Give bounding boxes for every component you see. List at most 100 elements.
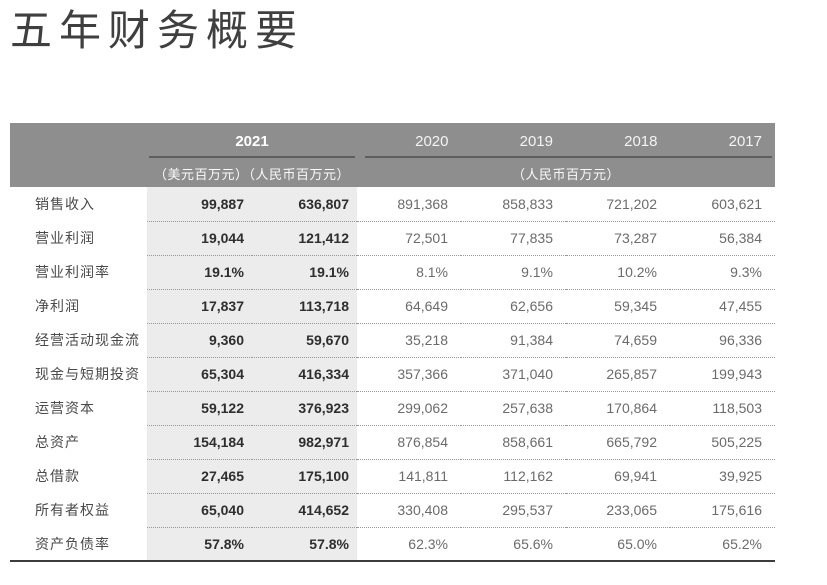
cell-2019: 91,384 xyxy=(461,323,566,358)
table-row: 经营活动现金流 9,360 59,670 35,218 91,384 74,65… xyxy=(10,323,775,358)
row-label: 总资产 xyxy=(35,434,80,450)
cell-2019: 62,656 xyxy=(461,289,566,324)
cell-2018: 73,287 xyxy=(566,221,670,256)
row-label: 营业利润 xyxy=(35,230,95,246)
header-underline-prior-years xyxy=(365,156,772,158)
financial-summary-table: 2021 （美元百万元）（人民币百万元） 2020 2019 2018 2017… xyxy=(10,123,775,562)
row-label: 净利润 xyxy=(35,298,80,314)
row-label: 销售收入 xyxy=(35,196,95,212)
cell-2021-usd: 154,184 xyxy=(147,425,252,460)
table-row: 总借款 27,465 175,100 141,811 112,162 69,94… xyxy=(10,459,775,494)
column-header-2019: 2019 xyxy=(519,132,553,150)
cell-2021-usd: 99,887 xyxy=(147,187,252,222)
cell-2018: 69,941 xyxy=(566,459,670,494)
cell-2019: 77,835 xyxy=(461,221,566,256)
cell-2019: 858,833 xyxy=(461,187,566,222)
cell-2021-rmb: 19.1% xyxy=(252,255,357,290)
column-header-2020: 2020 xyxy=(415,132,449,150)
table-row: 营业利润率 19.1% 19.1% 8.1% 9.1% 10.2% 9.3% xyxy=(10,255,775,290)
cell-2020: 299,062 xyxy=(357,391,461,426)
cell-2021-rmb: 376,923 xyxy=(252,391,357,426)
cell-2020: 357,366 xyxy=(357,357,461,392)
cell-2017: 505,225 xyxy=(670,425,775,460)
table-row: 所有者权益 65,040 414,652 330,408 295,537 233… xyxy=(10,493,775,528)
cell-2018: 10.2% xyxy=(566,255,670,290)
cell-2021-rmb: 636,807 xyxy=(252,187,357,222)
table-row: 总资产 154,184 982,971 876,854 858,661 665,… xyxy=(10,425,775,460)
column-header-2017: 2017 xyxy=(728,132,762,150)
cell-2020: 35,218 xyxy=(357,323,461,358)
table-body: 销售收入 99,887 636,807 891,368 858,833 721,… xyxy=(10,187,775,562)
units-label-2021: （美元百万元）（人民币百万元） xyxy=(153,167,350,182)
cell-2021-usd: 19,044 xyxy=(147,221,252,256)
header-underline-2021 xyxy=(149,156,355,158)
cell-2018: 665,792 xyxy=(566,425,670,460)
cell-2021-rmb: 414,652 xyxy=(252,493,357,528)
cell-2021-usd: 19.1% xyxy=(147,255,252,290)
cell-2021-usd: 17,837 xyxy=(147,289,252,324)
cell-2017: 9.3% xyxy=(670,255,775,290)
header-group-2021: 2021 （美元百万元）（人民币百万元） xyxy=(147,123,357,187)
cell-2020: 64,649 xyxy=(357,289,461,324)
cell-2017: 175,616 xyxy=(670,493,775,528)
cell-2017: 47,455 xyxy=(670,289,775,324)
cell-2020: 72,501 xyxy=(357,221,461,256)
cell-2020: 876,854 xyxy=(357,425,461,460)
table-row: 资产负债率 57.8% 57.8% 62.3% 65.6% 65.0% 65.2… xyxy=(10,527,775,561)
table-row: 现金与短期投资 65,304 416,334 357,366 371,040 2… xyxy=(10,357,775,392)
cell-2018: 721,202 xyxy=(566,187,670,222)
row-label: 经营活动现金流 xyxy=(35,332,140,348)
cell-2021-usd: 9,360 xyxy=(147,323,252,358)
cell-2021-rmb: 416,334 xyxy=(252,357,357,392)
cell-2021-rmb: 121,412 xyxy=(252,221,357,256)
cell-2021-usd: 65,040 xyxy=(147,493,252,528)
cell-2021-usd: 65,304 xyxy=(147,357,252,392)
table-row: 净利润 17,837 113,718 64,649 62,656 59,345 … xyxy=(10,289,775,324)
cell-2021-rmb: 57.8% xyxy=(252,527,357,561)
row-label: 所有者权益 xyxy=(35,502,110,518)
cell-2019: 371,040 xyxy=(461,357,566,392)
cell-2018: 170,864 xyxy=(566,391,670,426)
column-header-2018: 2018 xyxy=(624,132,658,150)
cell-2020: 62.3% xyxy=(408,535,448,552)
cell-2020: 8.1% xyxy=(357,255,461,290)
cell-2019: 9.1% xyxy=(461,255,566,290)
cell-2017: 56,384 xyxy=(670,221,775,256)
cell-2018: 65.0% xyxy=(617,535,657,552)
table-row: 销售收入 99,887 636,807 891,368 858,833 721,… xyxy=(10,187,775,222)
cell-2019: 112,162 xyxy=(461,459,566,494)
cell-2019: 295,537 xyxy=(461,493,566,528)
cell-2020: 330,408 xyxy=(357,493,461,528)
cell-2021-usd: 59,122 xyxy=(147,391,252,426)
cell-2021-usd: 27,465 xyxy=(147,459,252,494)
cell-2017: 39,925 xyxy=(670,459,775,494)
cell-2017: 603,621 xyxy=(670,187,775,222)
cell-2017: 199,943 xyxy=(670,357,775,392)
cell-2018: 265,857 xyxy=(566,357,670,392)
header-label-spacer xyxy=(10,123,147,187)
cell-2021-rmb: 113,718 xyxy=(252,289,357,324)
cell-2018: 233,065 xyxy=(566,493,670,528)
cell-2017: 96,336 xyxy=(670,323,775,358)
header-group-prior-years: 2020 2019 2018 2017 （人民币百万元） xyxy=(357,123,775,187)
cell-2017: 118,503 xyxy=(670,391,775,426)
cell-2017: 65.2% xyxy=(722,535,762,552)
row-label: 运营资本 xyxy=(35,400,95,416)
page-title: 五年财务概要 xyxy=(10,7,305,54)
cell-2021-rmb: 982,971 xyxy=(252,425,357,460)
cell-2020: 891,368 xyxy=(357,187,461,222)
column-header-2021: 2021 xyxy=(235,132,269,150)
cell-2021-rmb: 175,100 xyxy=(252,459,357,494)
cell-2019: 858,661 xyxy=(461,425,566,460)
cell-2019: 65.6% xyxy=(513,535,553,552)
row-label: 营业利润率 xyxy=(35,264,110,280)
table-row: 营业利润 19,044 121,412 72,501 77,835 73,287… xyxy=(10,221,775,256)
cell-2018: 74,659 xyxy=(566,323,670,358)
units-label-prior-years: （人民币百万元） xyxy=(511,167,620,182)
table-row: 运营资本 59,122 376,923 299,062 257,638 170,… xyxy=(10,391,775,426)
cell-2021-rmb: 59,670 xyxy=(252,323,357,358)
cell-2020: 141,811 xyxy=(357,459,461,494)
row-label: 总借款 xyxy=(35,468,80,484)
cell-2019: 257,638 xyxy=(461,391,566,426)
